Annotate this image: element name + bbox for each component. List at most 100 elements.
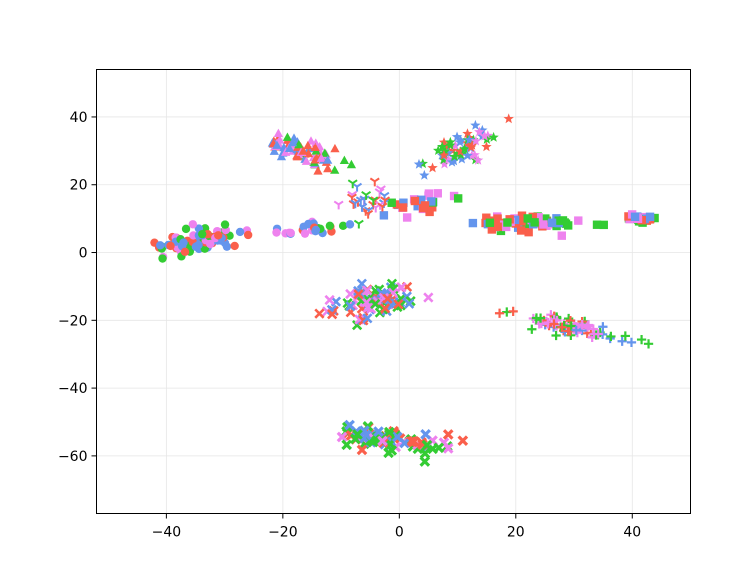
scatter-point [362,313,373,324]
scatter-point [282,132,293,141]
scatter-point [235,227,245,237]
scatter-point [200,244,209,253]
scatter-point [379,303,391,314]
scatter-point [206,239,215,249]
scatter-point [488,131,499,142]
scatter-point [551,330,561,341]
scatter-point [345,288,356,300]
scatter-point [352,429,363,440]
scatter-point [510,215,520,225]
scatter-point [474,126,485,137]
scatter-point [456,153,468,164]
axis-ticks: −40 −20 0 20 40 −60 −40 −20 0 20 40 [58,110,641,541]
scatter-point [539,220,548,229]
scatter-point [419,169,430,180]
scatter-point [534,213,543,222]
scatter-point [345,301,356,312]
scatter-point [336,431,348,443]
scatter-point [563,326,573,336]
scatter-point [423,292,434,303]
scatter-point [517,211,527,220]
scatter-point [311,138,321,147]
scatter-point [345,220,355,229]
scatter-point [523,214,532,223]
scatter-point [445,136,456,147]
scatter-point [589,329,599,339]
scatter-point [450,140,461,151]
scatter-point [393,299,404,310]
scatter-point [466,150,478,160]
scatter-point [437,141,448,152]
scatter-point [427,197,436,206]
scatter-point [370,298,381,310]
scatter-point [410,196,420,206]
scatter-point [399,198,408,207]
scatter-point [243,230,253,240]
scatter-point [439,158,450,169]
scatter-point [636,334,647,345]
scatter-point [362,302,373,313]
scatter-point [311,226,320,236]
scatter-point [301,156,311,165]
scatter-point [363,209,374,219]
y-tick-label: 20 [70,178,88,194]
scatter-point [442,429,454,440]
scatter-point [387,198,396,207]
y-tick-label: 0 [79,246,88,262]
scatter-point [156,241,165,250]
scatter-point [273,128,284,138]
scatter-point [292,151,302,160]
plot-area-frame [96,69,691,514]
scatter-point [494,308,505,318]
scatter-point [530,218,539,227]
scatter-point [427,162,438,173]
scatter-point [392,200,402,209]
scatter-point [457,435,469,446]
x-tick-label: −20 [268,525,298,541]
scatter-point [370,285,381,297]
scatter-point [470,119,481,130]
scatter-point [404,298,415,309]
scatter-point [421,439,433,451]
scatter-point [303,148,314,158]
scatter-point [272,140,282,149]
scatter-point [353,219,364,229]
scatter-point [599,220,608,230]
y-tick-label: 40 [70,110,88,126]
scatter-point [554,216,563,225]
scatter-point [344,419,355,431]
scatter-point [298,146,308,155]
x-tick-label: −40 [152,525,182,541]
y-tick-label: −20 [58,313,88,329]
scatter-point [373,426,384,437]
scatter-point [442,443,454,454]
scatter-point [438,149,450,160]
scatter-point [477,124,488,135]
scatter-point [191,242,201,251]
scatter-point [453,194,463,203]
scatter-point [531,313,542,323]
scatter-point [433,189,442,198]
scatter-point [445,139,456,150]
scatter-point [451,131,463,142]
scatter-point [272,228,281,237]
scatter-point [470,135,482,146]
scatter-point [508,306,518,316]
scatter-point [230,241,239,251]
scatter-point [284,143,295,153]
scatter-point [462,150,473,161]
scatter-point [323,155,333,164]
scatter-point [377,435,388,447]
scatter-point [303,140,313,150]
grid-lines [96,69,691,514]
scatter-point [650,213,659,223]
scatter-point [493,222,502,231]
scatter-point [383,426,395,438]
scatter-point [287,137,298,147]
scatter-point [398,203,408,212]
scatter-point [443,153,454,164]
scatter-point [630,212,640,221]
scatter-point [549,319,559,329]
